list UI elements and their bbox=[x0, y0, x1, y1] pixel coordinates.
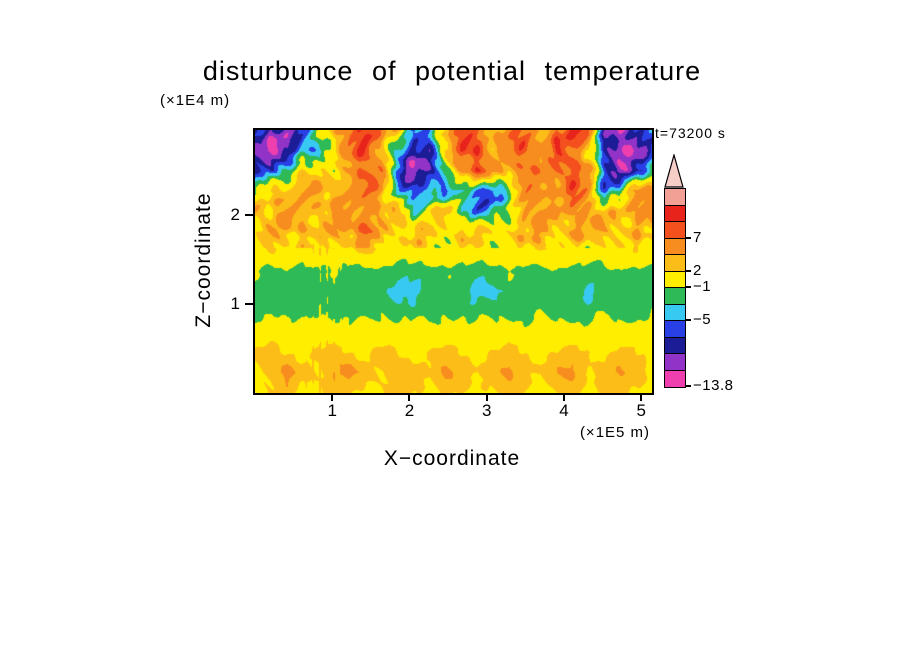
x-axis-title: X−coordinate bbox=[383, 447, 521, 470]
x-tick-label: 1 bbox=[327, 401, 337, 420]
colorbar-tick-mark bbox=[686, 319, 691, 321]
colorbar-segment bbox=[665, 255, 685, 272]
colorbar-segment bbox=[665, 205, 685, 222]
colorbar-tick-mark bbox=[686, 236, 691, 239]
colorbar-label: 7 bbox=[693, 228, 702, 246]
colorbar-overflow-arrow bbox=[664, 152, 684, 188]
chart-title: disturbunce of potential temperature bbox=[202, 56, 702, 86]
x-tick-label: 2 bbox=[404, 401, 415, 420]
y-tick-label: 1 bbox=[230, 294, 240, 314]
colorbar-tick-mark bbox=[686, 269, 691, 272]
colorbar-segment bbox=[665, 304, 685, 321]
y-tick-mark bbox=[245, 214, 253, 217]
plot-frame bbox=[253, 128, 654, 395]
colorbar-label: −1 bbox=[693, 278, 712, 295]
colorbar-segment bbox=[665, 222, 685, 239]
x-tick-label: 3 bbox=[481, 401, 492, 420]
colorbar-segment bbox=[665, 238, 685, 255]
x-tick-mark bbox=[485, 395, 488, 401]
colorbar-segment bbox=[665, 370, 685, 387]
colorbar-segment bbox=[665, 321, 685, 338]
x-tick-mark bbox=[562, 395, 565, 401]
time-annotation: t=73200 s bbox=[655, 125, 726, 141]
y-tick-label: 2 bbox=[230, 205, 240, 225]
colorbar bbox=[664, 188, 686, 388]
colorbar-segment bbox=[665, 189, 685, 206]
x-tick-label: 4 bbox=[559, 401, 569, 420]
x-tick-mark bbox=[408, 395, 411, 401]
y-axis-unit-label: (×1E4 m) bbox=[160, 92, 231, 109]
colorbar-tick-mark bbox=[686, 385, 691, 387]
colorbar-label: 2 bbox=[693, 261, 702, 279]
colorbar-segment bbox=[665, 337, 685, 354]
colorbar-label: −13.8 bbox=[693, 377, 734, 394]
x-tick-mark bbox=[331, 395, 334, 401]
colorbar-segment bbox=[665, 288, 685, 305]
x-tick-mark bbox=[640, 395, 643, 401]
colorbar-segment bbox=[665, 271, 685, 288]
colorbar-segment bbox=[665, 354, 685, 371]
x-tick-label: 5 bbox=[636, 401, 646, 420]
contour-field-canvas bbox=[255, 130, 652, 393]
y-tick-mark bbox=[245, 303, 253, 306]
x-axis-unit-label: (×1E5 m) bbox=[579, 424, 651, 441]
colorbar-label: −5 bbox=[693, 311, 712, 328]
colorbar-tick-mark bbox=[686, 286, 691, 288]
